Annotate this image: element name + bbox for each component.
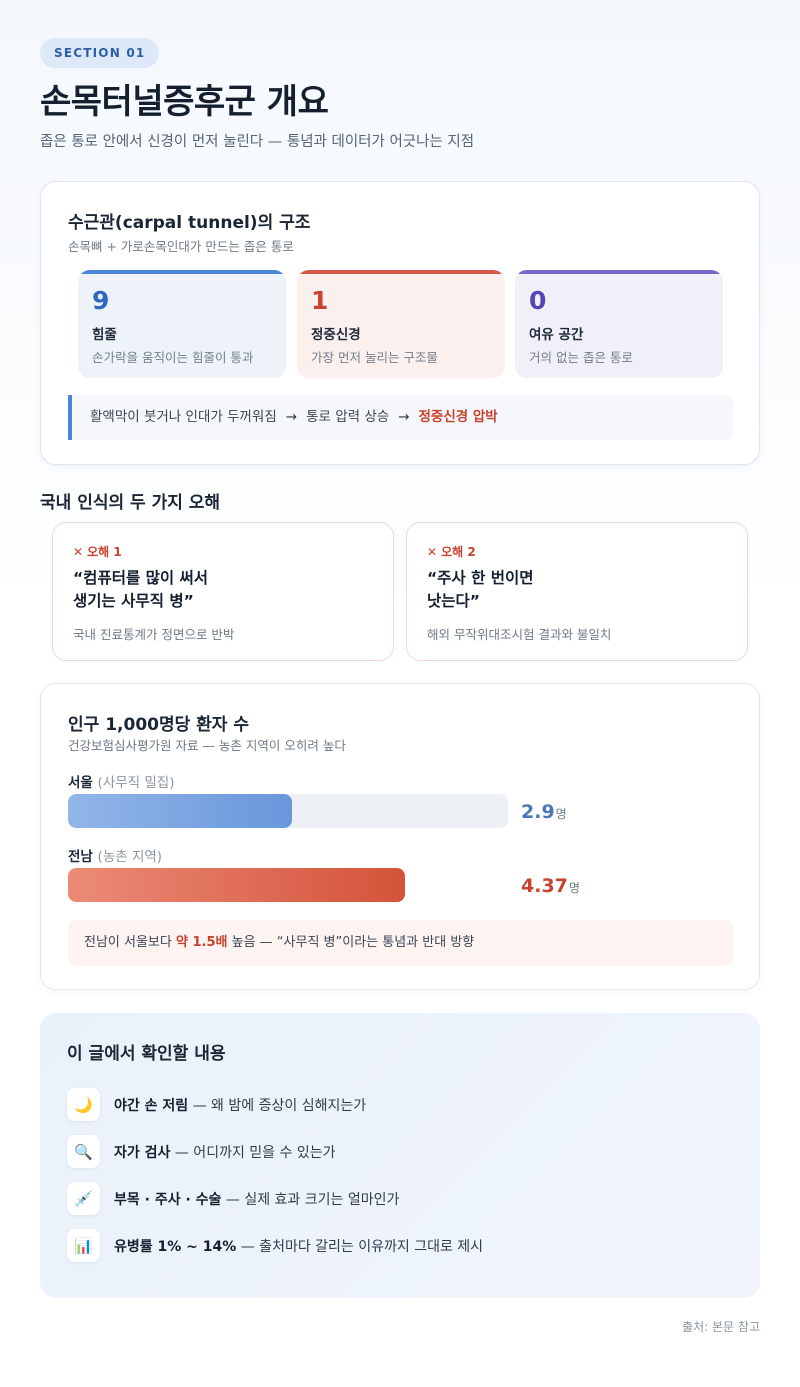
patients-subtitle: 건강보험심사평가원 자료 — 농촌 지역이 오히려 높다: [68, 738, 346, 753]
myth-quote-line: “주사 한 번이면: [427, 569, 534, 587]
magnifier-icon: 🔍: [67, 1135, 100, 1168]
stat-value: 0: [529, 286, 547, 315]
region-label-jeonnam: 전남 (농촌 지역): [68, 845, 162, 865]
comparison-note: 전남이 서울보다 약 1.5배 높음 — “사무직 병”이라는 통념과 반대 방…: [68, 920, 733, 966]
region-name: 전남: [68, 849, 93, 865]
x-mark-icon: ✕: [427, 545, 438, 559]
arrow-right-icon: →: [398, 409, 410, 425]
myth-quote-line: 낫는다”: [427, 592, 480, 610]
checklist-rest: — 어디까지 믿을 수 있는가: [174, 1144, 336, 1161]
compare-highlight: 약 1.5배: [176, 935, 228, 950]
checklist-text: 부목 · 주사 · 수술 — 실제 효과 크기는 얼마인가: [114, 1189, 399, 1209]
stat-tendons: 9 힘줄 손가락을 움직이는 힘줄이 통과: [78, 270, 286, 378]
bar-chart-icon: 📊: [67, 1229, 100, 1262]
bar-track-jeonnam: [68, 868, 508, 902]
bar-value-seoul: 2.9명: [521, 801, 567, 823]
structure-title: 수근관(carpal tunnel)의 구조: [68, 213, 311, 233]
value-number: 2.9: [521, 801, 555, 823]
source-note: 출처: 본문 참고: [682, 1320, 760, 1334]
checklist-text: 유병률 1% ~ 14% — 출처마다 갈리는 이유까지 그대로 제시: [114, 1236, 483, 1256]
value-number: 4.37: [521, 875, 568, 897]
page-subtitle: 좁은 통로 안에서 신경이 먼저 눌린다 — 통념과 데이터가 어긋나는 지점: [40, 134, 475, 150]
myth-quote-line: “컴퓨터를 많이 써서: [73, 569, 209, 587]
myth-card-1: ✕ 오해 1 “컴퓨터를 많이 써서 생기는 사무직 병” 국내 진료통계가 정면…: [52, 522, 394, 661]
checklist-text: 야간 손 저림 — 왜 밤에 증상이 심해지는가: [114, 1095, 366, 1115]
misconceptions-heading: 국내 인식의 두 가지 오해: [40, 493, 221, 513]
bar-value-jeonnam: 4.37명: [521, 875, 580, 897]
stat-desc: 가장 먼저 눌리는 구조물: [311, 350, 438, 365]
arrow-right-icon: →: [285, 409, 298, 425]
checklist-bold: 자가 검사: [114, 1144, 171, 1161]
stat-median-nerve: 1 정중신경 가장 먼저 눌리는 구조물: [297, 270, 505, 378]
compare-after: 높음 — “사무직 병”이라는 통념과 반대 방향: [231, 935, 475, 950]
myth-note: 해외 무작위대조시험 결과와 불일치: [427, 627, 612, 642]
checklist-rest: — 왜 밤에 증상이 심해지는가: [192, 1097, 367, 1114]
checklist-rest: — 실제 효과 크기는 얼마인가: [225, 1191, 400, 1208]
bar-jeonnam: [68, 868, 406, 902]
patients-title: 인구 1,000명당 환자 수: [68, 715, 250, 735]
stat-desc: 거의 없는 좁은 통로: [529, 350, 633, 365]
checklist-text: 자가 검사 — 어디까지 믿을 수 있는가: [114, 1142, 335, 1162]
stat-label: 힘줄: [92, 327, 117, 343]
flow-step-2: 통로 압력 상승: [306, 409, 390, 425]
checklist-title: 이 글에서 확인할 내용: [67, 1044, 226, 1064]
flow-step-1: 활액막이 붓거나 인대가 두꺼워짐: [90, 409, 277, 425]
checklist-item: 💉 부목 · 주사 · 수술 — 실제 효과 크기는 얼마인가: [67, 1182, 399, 1215]
stat-free-space: 0 여유 공간 거의 없는 좁은 통로: [515, 270, 723, 378]
region-note: (사무직 밀집): [97, 775, 175, 791]
structure-card: 수근관(carpal tunnel)의 구조 손목뼈 + 가로손목인대가 만드는…: [40, 181, 760, 465]
bar-track-seoul: [68, 794, 508, 828]
myth-quote: “컴퓨터를 많이 써서 생기는 사무직 병”: [73, 567, 208, 613]
section-tag: SECTION 01: [40, 38, 160, 68]
checklist-bold: 부목 · 주사 · 수술: [114, 1191, 222, 1208]
stat-label: 여유 공간: [529, 327, 584, 343]
region-note: (농촌 지역): [97, 849, 163, 865]
region-label-seoul: 서울 (사무직 밀집): [68, 771, 174, 791]
myth-tag-label: 오해 1: [87, 545, 122, 559]
moon-icon: 🌙: [67, 1088, 100, 1121]
myth-quote: “주사 한 번이면 낫는다”: [427, 567, 534, 613]
checklist-rest: — 출처마다 갈리는 이유까지 그대로 제시: [240, 1238, 484, 1255]
structure-subtitle: 손목뼈 + 가로손목인대가 만드는 좁은 통로: [68, 239, 294, 254]
myth-note: 국내 진료통계가 정면으로 반박: [73, 627, 235, 642]
x-mark-icon: ✕: [73, 545, 84, 559]
checklist-item: 📊 유병률 1% ~ 14% — 출처마다 갈리는 이유까지 그대로 제시: [67, 1229, 483, 1262]
value-unit: 명: [568, 881, 580, 895]
page-title: 손목터널증후군 개요: [40, 82, 329, 122]
checklist-item: 🌙 야간 손 저림 — 왜 밤에 증상이 심해지는가: [67, 1088, 366, 1121]
stat-value: 1: [311, 286, 329, 315]
myth-tag-label: 오해 2: [441, 545, 476, 559]
checklist-bold: 야간 손 저림: [114, 1097, 189, 1114]
stat-label: 정중신경: [311, 327, 361, 343]
bar-seoul: [68, 794, 292, 828]
compare-before: 전남이 서울보다: [84, 935, 172, 950]
mechanism-flow: 활액막이 붓거나 인대가 두꺼워짐 → 통로 압력 상승 → 정중신경 압박: [68, 395, 733, 440]
checklist-bold: 유병률 1% ~ 14%: [114, 1238, 237, 1255]
region-name: 서울: [68, 775, 93, 791]
stat-value: 9: [92, 286, 110, 315]
flow-step-3: 정중신경 압박: [418, 409, 498, 425]
patients-card: 인구 1,000명당 환자 수 건강보험심사평가원 자료 — 농촌 지역이 오히…: [40, 683, 760, 990]
myth-tag: ✕ 오해 2: [427, 543, 476, 560]
myth-card-2: ✕ 오해 2 “주사 한 번이면 낫는다” 해외 무작위대조시험 결과와 불일치: [406, 522, 748, 661]
contents-checklist: 이 글에서 확인할 내용 🌙 야간 손 저림 — 왜 밤에 증상이 심해지는가 …: [40, 1013, 760, 1298]
myth-tag: ✕ 오해 1: [73, 543, 122, 560]
checklist-item: 🔍 자가 검사 — 어디까지 믿을 수 있는가: [67, 1135, 335, 1168]
stat-desc: 손가락을 움직이는 힘줄이 통과: [92, 350, 254, 365]
syringe-icon: 💉: [67, 1182, 100, 1215]
myth-quote-line: 생기는 사무직 병”: [73, 592, 194, 610]
value-unit: 명: [555, 807, 567, 821]
